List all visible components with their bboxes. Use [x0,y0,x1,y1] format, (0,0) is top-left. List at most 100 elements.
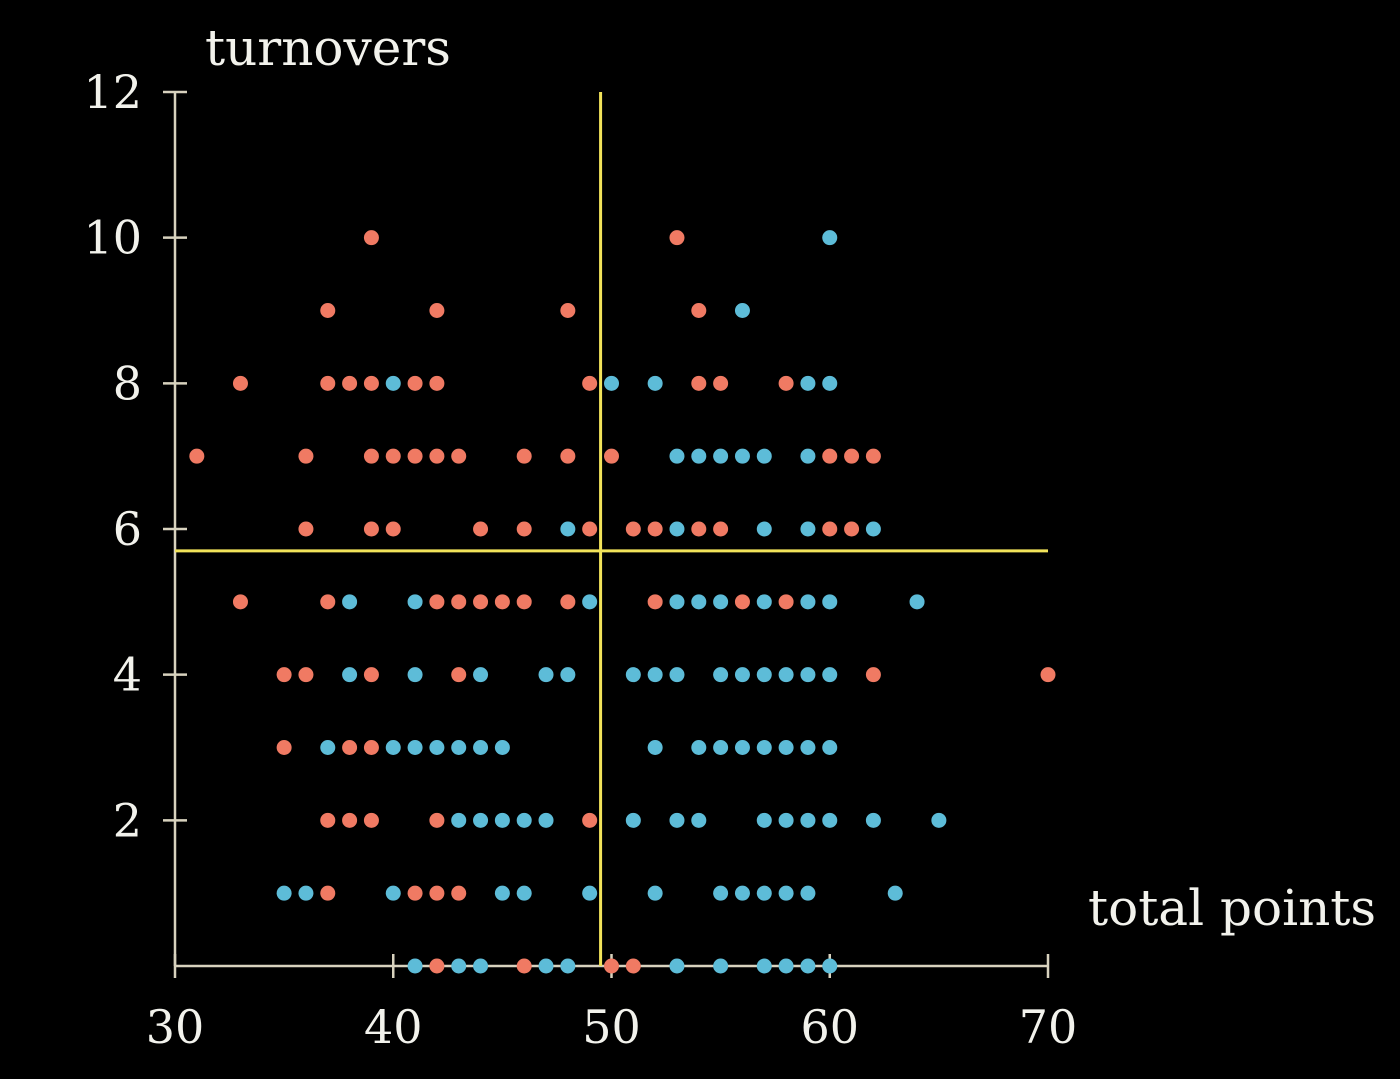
data-point [822,448,838,464]
data-point [844,448,860,464]
data-point [800,885,816,901]
data-point [320,885,336,901]
x-ticks: 30 40 50 60 70 [146,954,1077,1054]
data-point [734,448,750,464]
data-point [713,885,729,901]
data-point [691,740,707,755]
data-point [363,667,379,683]
data-point [800,740,816,755]
data-point [582,812,598,828]
data-point [451,885,467,901]
data-point [494,885,510,901]
data-point [582,521,598,537]
data-point [865,667,881,683]
data-point [582,885,598,901]
data-point [713,375,729,391]
data-point [778,594,794,610]
data-point [276,740,292,755]
data-point [451,667,467,683]
data-point [734,885,750,901]
data-point [560,303,576,318]
data-point [669,521,685,537]
data-point [778,375,794,391]
data-point [429,740,445,755]
data-point [429,812,445,828]
data-point [407,885,423,901]
data-point [538,958,554,974]
data-point [516,448,532,464]
data-point [407,448,423,464]
x-tick-label: 40 [364,1000,423,1054]
data-point [669,448,685,464]
data-point [429,375,445,391]
data-point [734,740,750,755]
data-point [320,740,336,755]
data-point [232,375,248,391]
data-point [822,521,838,537]
data-point [647,667,663,683]
y-axis-title: turnovers [205,19,451,77]
data-point [342,740,358,755]
data-point [647,740,663,755]
data-point [451,594,467,610]
data-point [734,594,750,610]
data-point [385,375,401,391]
data-point [800,812,816,828]
data-point [778,958,794,974]
data-point [734,667,750,683]
data-point [560,448,576,464]
data-point [822,958,838,974]
data-point [385,885,401,901]
data-point [429,958,445,974]
data-point [800,594,816,610]
axes: 30 40 50 60 70 2 4 6 8 10 12 [83,65,1077,1054]
x-tick-label: 60 [800,1000,859,1054]
data-point [669,958,685,974]
y-tick-label: 12 [83,65,142,119]
data-point [320,375,336,391]
data-point [822,230,838,246]
x-axis-title: total points [1088,879,1376,937]
data-point [691,303,707,318]
data-point [363,812,379,828]
data-point [320,812,336,828]
data-point [516,958,532,974]
data-point [865,812,881,828]
data-point [865,448,881,464]
data-point [494,812,510,828]
x-tick-label: 50 [582,1000,641,1054]
data-point [756,958,772,974]
data-point [298,885,314,901]
data-point [451,812,467,828]
data-point [298,521,314,537]
data-point [276,667,292,683]
data-point [363,230,379,246]
data-point [604,958,619,974]
data-point [538,812,554,828]
data-point [451,740,467,755]
y-tick-label: 10 [83,211,142,265]
data-point [691,594,707,610]
data-point [756,521,772,537]
data-point [516,885,532,901]
data-point [429,303,445,318]
data-point [604,448,619,464]
data-point [669,812,685,828]
data-point [778,740,794,755]
data-point [320,303,336,318]
data-point [473,667,489,683]
y-tick-label: 8 [113,356,142,410]
data-point [713,958,729,974]
data-point [822,812,838,828]
data-point [407,594,423,610]
data-point [800,667,816,683]
data-point [276,885,292,901]
data-point [363,521,379,537]
data-point [342,812,358,828]
data-point [778,667,794,683]
data-point [822,594,838,610]
data-point [538,667,554,683]
data-point [516,521,532,537]
data-point [473,958,489,974]
